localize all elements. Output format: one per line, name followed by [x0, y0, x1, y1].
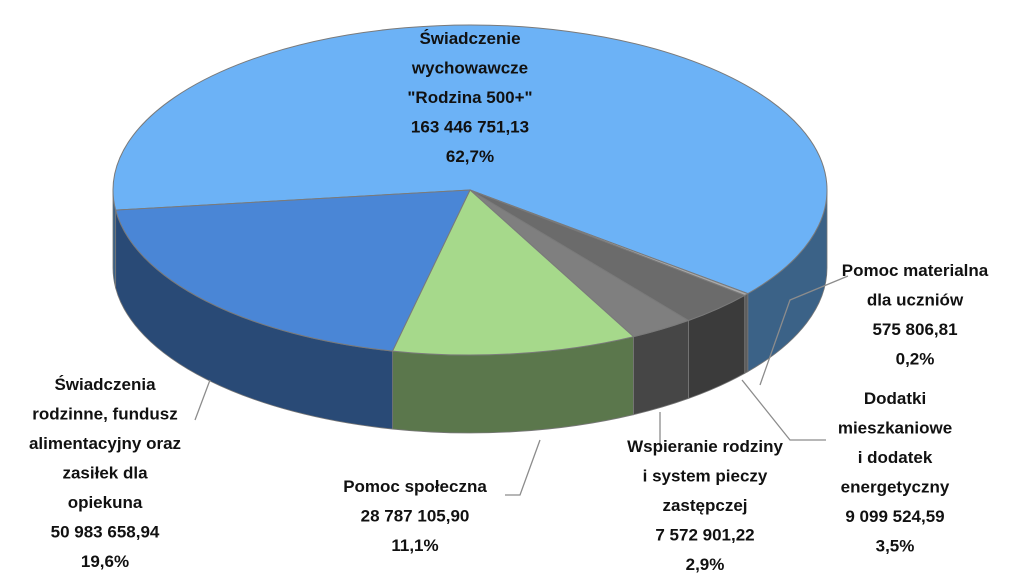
slice-label: Pomoc społeczna	[343, 477, 487, 496]
slice-label: Pomoc materialna dla uczniów	[842, 261, 989, 310]
slice	[391, 189, 635, 356]
value-label: 9 099 524,59	[845, 507, 944, 526]
slice	[112, 24, 828, 295]
leader-line	[741, 379, 826, 441]
value-label: 163 446 751,13	[411, 118, 529, 137]
percent-label: 19,6%	[81, 552, 129, 571]
leader-line	[505, 439, 541, 496]
slice-label: Wspieranie rodziny i system pieczy zastępc…	[627, 437, 783, 515]
value-label: 28 787 105,90	[361, 507, 470, 526]
percent-label: 3,5%	[876, 537, 915, 556]
percent-label: 11,1%	[391, 536, 438, 555]
slice-label: Świadczenia rodzinne, fundusz alimentacyjn…	[29, 375, 181, 512]
percent-label: 2,9%	[686, 555, 725, 574]
percent-label: 0,2%	[896, 350, 935, 369]
value-label: 575 806,81	[872, 320, 957, 339]
value-label: 50 983 658,94	[51, 523, 160, 542]
slice-label: Dodatki mieszkaniowe i dodatek energetyczny	[838, 389, 952, 497]
slice-label: Świadczenie wychowawcze "Rodzina 500+"	[407, 29, 532, 107]
slice	[115, 189, 471, 352]
slice-side	[744, 292, 749, 375]
leader-line	[759, 275, 849, 386]
value-label: 7 572 901,22	[655, 526, 754, 545]
percent-label: 62,7%	[446, 147, 494, 166]
leader-line	[194, 379, 211, 421]
